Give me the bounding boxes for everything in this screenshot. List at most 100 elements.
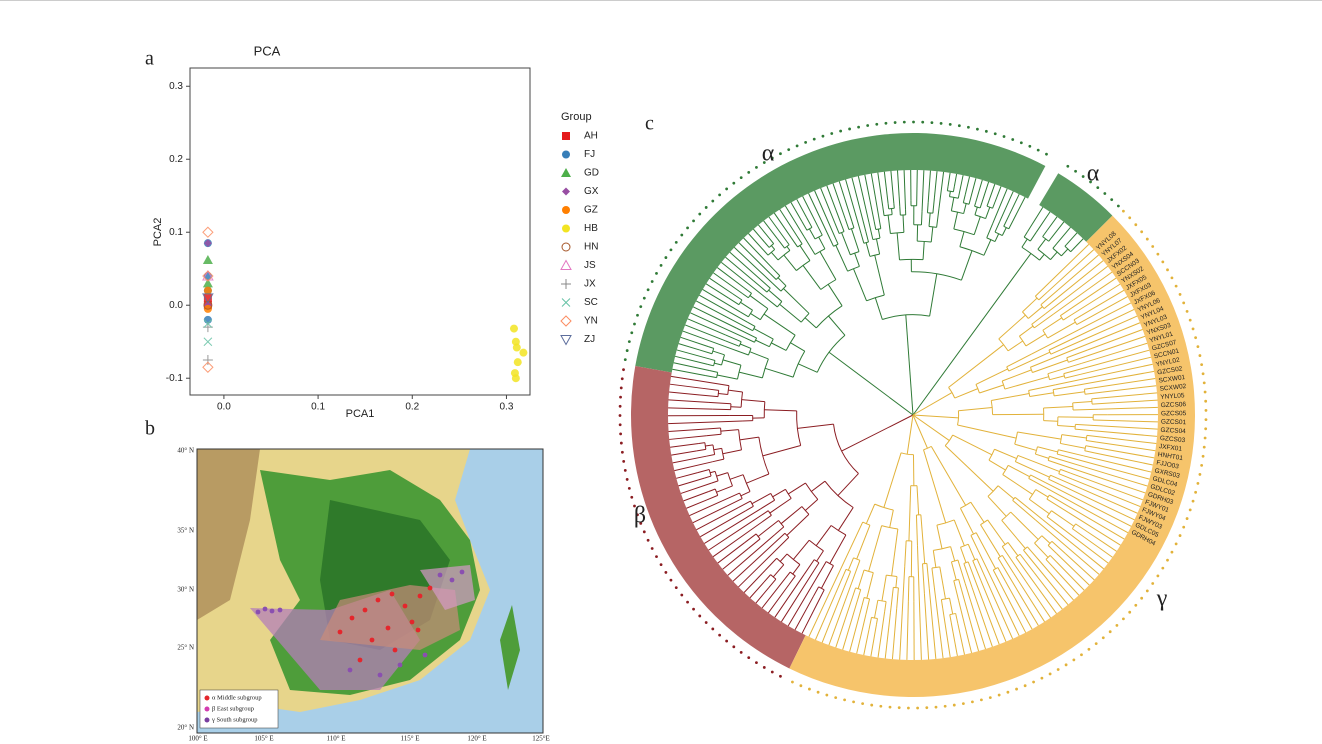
branch [670,384,703,388]
branch [1054,392,1085,396]
ring-dot [1134,604,1137,607]
ring-dot [1024,684,1027,687]
ring-dot [953,704,956,707]
ring-dot [1140,230,1143,233]
branch [773,489,786,497]
branch [706,284,729,298]
branch [712,459,724,462]
lon-label: 125°E [532,735,550,743]
branch [816,525,831,545]
branch [722,384,729,385]
ring-dot [1161,567,1164,570]
branch [830,535,846,564]
ring-dot [1072,658,1075,661]
branch [723,549,749,570]
ring-dot [1151,582,1154,585]
ring-dot [655,272,658,275]
branch [1087,532,1116,552]
branch [693,506,727,523]
branch [811,481,825,491]
branch [864,630,869,655]
branch [969,196,971,204]
branch [704,509,760,543]
ring-dot [1074,170,1077,173]
x-tick-label: 0.1 [311,402,325,413]
point [203,227,213,237]
branch [699,443,705,444]
sample-dot [263,607,268,612]
branch [858,176,868,222]
branch [1073,239,1083,250]
branch [804,237,815,255]
branch [843,599,858,650]
branch [756,588,769,603]
branch [762,578,785,608]
branch [769,238,774,244]
ring-dot [889,706,892,709]
ring-dot [779,675,782,678]
branch [922,170,924,211]
branch [871,174,878,216]
branch [727,499,742,506]
branch [995,222,1000,232]
branch [913,415,959,418]
branch [741,492,750,496]
ring-dot [628,487,631,490]
chart-title: PCA [254,43,281,58]
ring-dot [976,128,979,131]
branch [876,239,879,254]
ring-dot [664,571,667,574]
branch [797,236,802,244]
point [203,355,213,365]
branch [740,344,751,348]
ring-dot [921,121,924,124]
branch [707,495,718,499]
legend-title: Group [561,111,592,123]
branch [771,252,778,260]
branch [968,544,975,560]
branch [897,588,899,608]
branch [1076,524,1088,532]
branch [933,550,936,567]
ring-dot [1204,427,1207,430]
branch [971,535,978,550]
branch [710,371,718,373]
ring-dot [630,496,633,499]
branch [730,252,761,280]
lat-label: 20° N [177,724,194,732]
branch [780,554,787,562]
lon-label: 110° E [326,735,345,743]
branch [765,368,793,377]
branch [765,242,770,247]
branch [848,558,853,571]
branch [1061,249,1067,256]
branch [927,563,929,588]
ring-dot [1109,630,1112,633]
branch [948,173,950,186]
branch [764,251,768,256]
branch [748,539,760,549]
branch [953,435,992,455]
branch [700,395,718,397]
branch [709,347,714,349]
ring-dot [1175,285,1178,288]
branch [1053,244,1057,249]
branch [1102,386,1156,392]
branch [1071,250,1073,252]
branch [949,345,1004,388]
branch [933,198,934,213]
branch [807,218,812,228]
branch [742,293,748,297]
legend-label: AH [584,131,598,142]
branch [957,425,1016,438]
sample-dot [270,609,275,614]
branch [821,188,835,222]
branch [842,225,844,231]
branch [1007,354,1032,367]
branch [718,394,727,395]
branch [921,211,922,225]
branch [1068,356,1085,362]
ring-dot [1205,409,1208,412]
branch [768,585,788,613]
branch [971,178,976,196]
